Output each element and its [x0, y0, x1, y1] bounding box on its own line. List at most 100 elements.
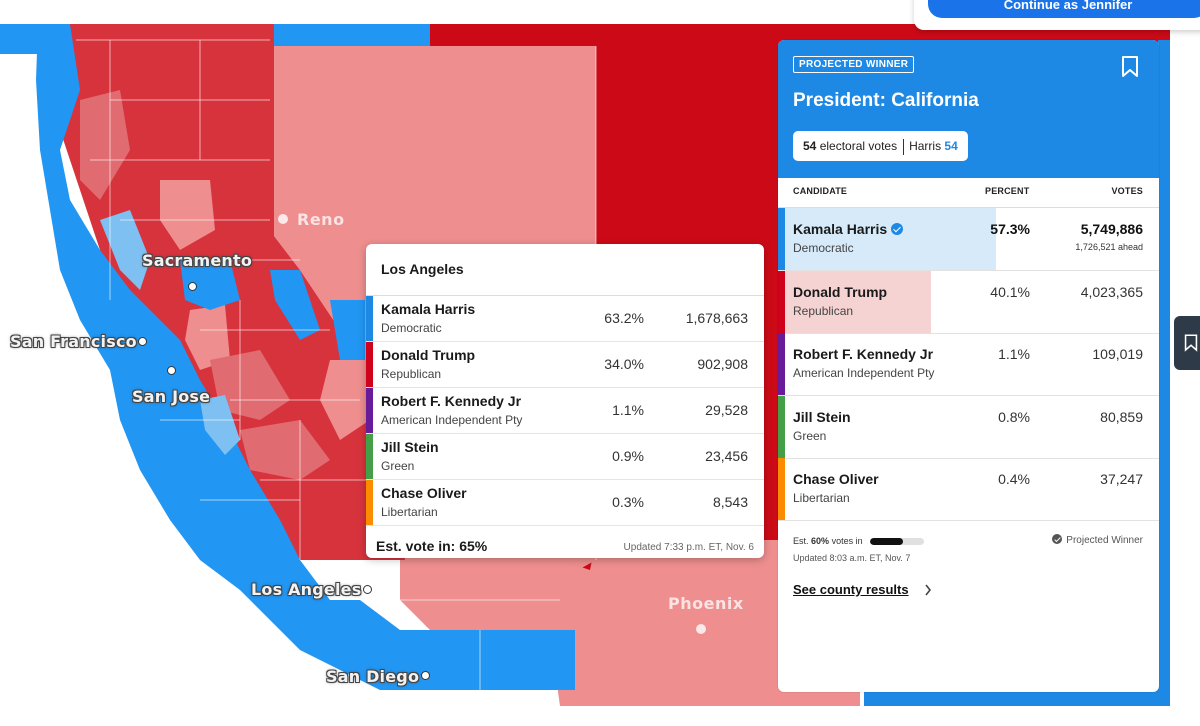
vote-share-fill — [778, 208, 997, 270]
candidate-votes: 23,456 — [705, 448, 748, 464]
ev-label: electoral votes — [819, 139, 898, 153]
los-angeles-dot — [363, 585, 372, 594]
tooltip-updated: Updated 7:33 p.m. ET, Nov. 6 — [623, 542, 754, 553]
party-color-bar — [778, 333, 785, 395]
candidate-percent: 0.8% — [998, 408, 1030, 425]
candidate-percent: 0.9% — [612, 448, 644, 464]
san-francisco-label: San Francisco — [10, 332, 137, 351]
est-progress-bar — [870, 538, 925, 546]
candidate-percent: 0.4% — [998, 471, 1030, 487]
los-angeles-label: Los Angeles — [251, 580, 362, 599]
tooltip-est-vote: Est. vote in: 65% — [376, 538, 488, 554]
tooltip-footer: Est. vote in: 65% Updated 7:33 p.m. ET, … — [366, 526, 764, 558]
candidate-name: Jill Stein — [381, 439, 439, 455]
projected-winner-badge: PROJECTED WINNER — [793, 56, 915, 73]
candidate-percent: 1.1% — [612, 402, 644, 418]
candidate-party: Democratic — [381, 321, 442, 335]
candidate-votes: 5,749,886 — [1080, 221, 1143, 237]
party-color-bar — [778, 208, 785, 270]
candidate-votes: 109,019 — [1092, 346, 1143, 362]
ev-winner-name: Harris — [909, 139, 942, 153]
phoenix-dot — [696, 624, 706, 634]
candidate-name: Kamala Harris — [381, 301, 476, 317]
san-diego-label: San Diego — [326, 667, 420, 686]
continue-as-user-button[interactable]: Continue as Jennifer — [928, 0, 1200, 18]
panel-title: President: California — [793, 90, 979, 111]
side-bookmark-tab[interactable] — [1174, 316, 1200, 370]
san-diego-dot — [421, 671, 430, 680]
verified-check-icon — [891, 223, 904, 235]
panel-header: PROJECTED WINNER President: California 5… — [778, 40, 1159, 178]
candidate-party: Libertarian — [381, 505, 438, 519]
candidate-votes: 1,678,663 — [685, 310, 748, 326]
candidate-votes: 902,908 — [697, 356, 748, 372]
party-color-bar — [366, 296, 373, 341]
tooltip-row: Jill Stein Green 0.9% 23,456 — [366, 434, 764, 480]
bookmark-icon[interactable] — [1121, 56, 1139, 78]
results-column-headers: CANDIDATE PERCENT VOTES — [778, 178, 1159, 208]
candidate-row: Chase Oliver Libertarian 0.4% 37,247 — [778, 458, 1159, 521]
candidate-row: Jill Stein Green 0.8% 80,859 — [778, 395, 1159, 459]
candidate-row: Robert F. Kennedy Jr American Independent… — [778, 333, 1159, 396]
panel-updated: Updated 8:03 a.m. ET, Nov. 7 — [793, 553, 911, 563]
party-color-bar — [778, 270, 785, 333]
col-percent: PERCENT — [985, 186, 1030, 196]
see-county-results-link[interactable]: See county results — [793, 582, 909, 597]
party-color-bar — [778, 395, 785, 458]
candidate-percent: 57.3% — [990, 221, 1030, 237]
sacramento-dot — [188, 282, 197, 291]
candidate-party: Green — [381, 459, 415, 473]
candidate-name: Robert F. Kennedy Jr — [793, 346, 934, 362]
reno-label: Reno — [297, 210, 345, 229]
candidate-name: Donald Trump — [381, 347, 476, 363]
bookmark-icon — [1184, 334, 1198, 352]
candidate-name: Chase Oliver — [381, 485, 467, 501]
check-circle-icon — [1052, 534, 1063, 544]
tooltip-county-name: Los Angeles — [366, 244, 764, 296]
tooltip-row: Robert F. Kennedy Jr American Independent… — [366, 388, 764, 434]
tooltip-row: Chase Oliver Libertarian 0.3% 8,543 — [366, 480, 764, 526]
candidate-name: Jill Stein — [793, 408, 851, 425]
col-votes: VOTES — [1111, 186, 1143, 196]
san-jose-label: San Jose — [132, 387, 211, 406]
candidate-party: Libertarian — [793, 491, 850, 505]
est-percent: 60% — [811, 536, 830, 546]
candidate-name: Donald Trump — [793, 283, 888, 300]
party-color-bar — [366, 388, 373, 433]
ev-winner-count: 54 — [944, 139, 958, 153]
ev-divider — [903, 138, 905, 155]
projected-winner-note: Projected Winner — [1052, 534, 1143, 546]
candidate-party: Green — [793, 428, 827, 443]
col-candidate: CANDIDATE — [793, 186, 848, 196]
reno-dot — [278, 214, 288, 224]
est-progress-fill — [870, 538, 903, 546]
results-panel: PROJECTED WINNER President: California 5… — [778, 40, 1159, 692]
candidate-row: Kamala Harris Democratic 57.3% 5,749,886 1,7… — [778, 208, 1159, 271]
party-color-bar — [366, 480, 373, 525]
party-color-bar — [366, 434, 373, 479]
est-suffix: votes in — [831, 536, 863, 546]
candidate-votes: 80,859 — [1100, 408, 1143, 425]
party-color-bar — [366, 342, 373, 387]
candidate-votes: 29,528 — [705, 402, 748, 418]
est-votes-in: Est. 60% votes in — [793, 536, 925, 546]
ev-count: 54 — [803, 139, 817, 153]
sacramento-label: Sacramento — [142, 251, 253, 270]
candidate-percent: 0.3% — [612, 494, 644, 510]
tooltip-row: Donald Trump Republican 34.0% 902,908 — [366, 342, 764, 388]
tooltip-rows: Kamala Harris Democratic 63.2% 1,678,663 Don… — [366, 296, 764, 526]
candidate-party: American Independent Pty — [381, 413, 523, 427]
candidate-percent: 40.1% — [990, 283, 1030, 300]
candidate-percent: 34.0% — [604, 356, 644, 372]
tooltip-row: Kamala Harris Democratic 63.2% 1,678,663 — [366, 296, 764, 342]
candidate-party: American Independent Pty — [793, 366, 935, 380]
login-prompt: Continue as Jennifer — [914, 0, 1200, 30]
candidate-name: Chase Oliver — [793, 471, 879, 487]
electoral-votes-pill: 54 electoral votes Harris 54 — [793, 131, 968, 161]
votes-ahead: 1,726,521 ahead — [1075, 242, 1143, 252]
candidate-percent: 1.1% — [998, 346, 1030, 362]
chevron-right-icon[interactable] — [924, 584, 932, 596]
candidate-row: Donald Trump Republican 40.1% 4,023,365 — [778, 270, 1159, 334]
party-color-bar — [778, 458, 785, 520]
candidate-percent: 63.2% — [604, 310, 644, 326]
